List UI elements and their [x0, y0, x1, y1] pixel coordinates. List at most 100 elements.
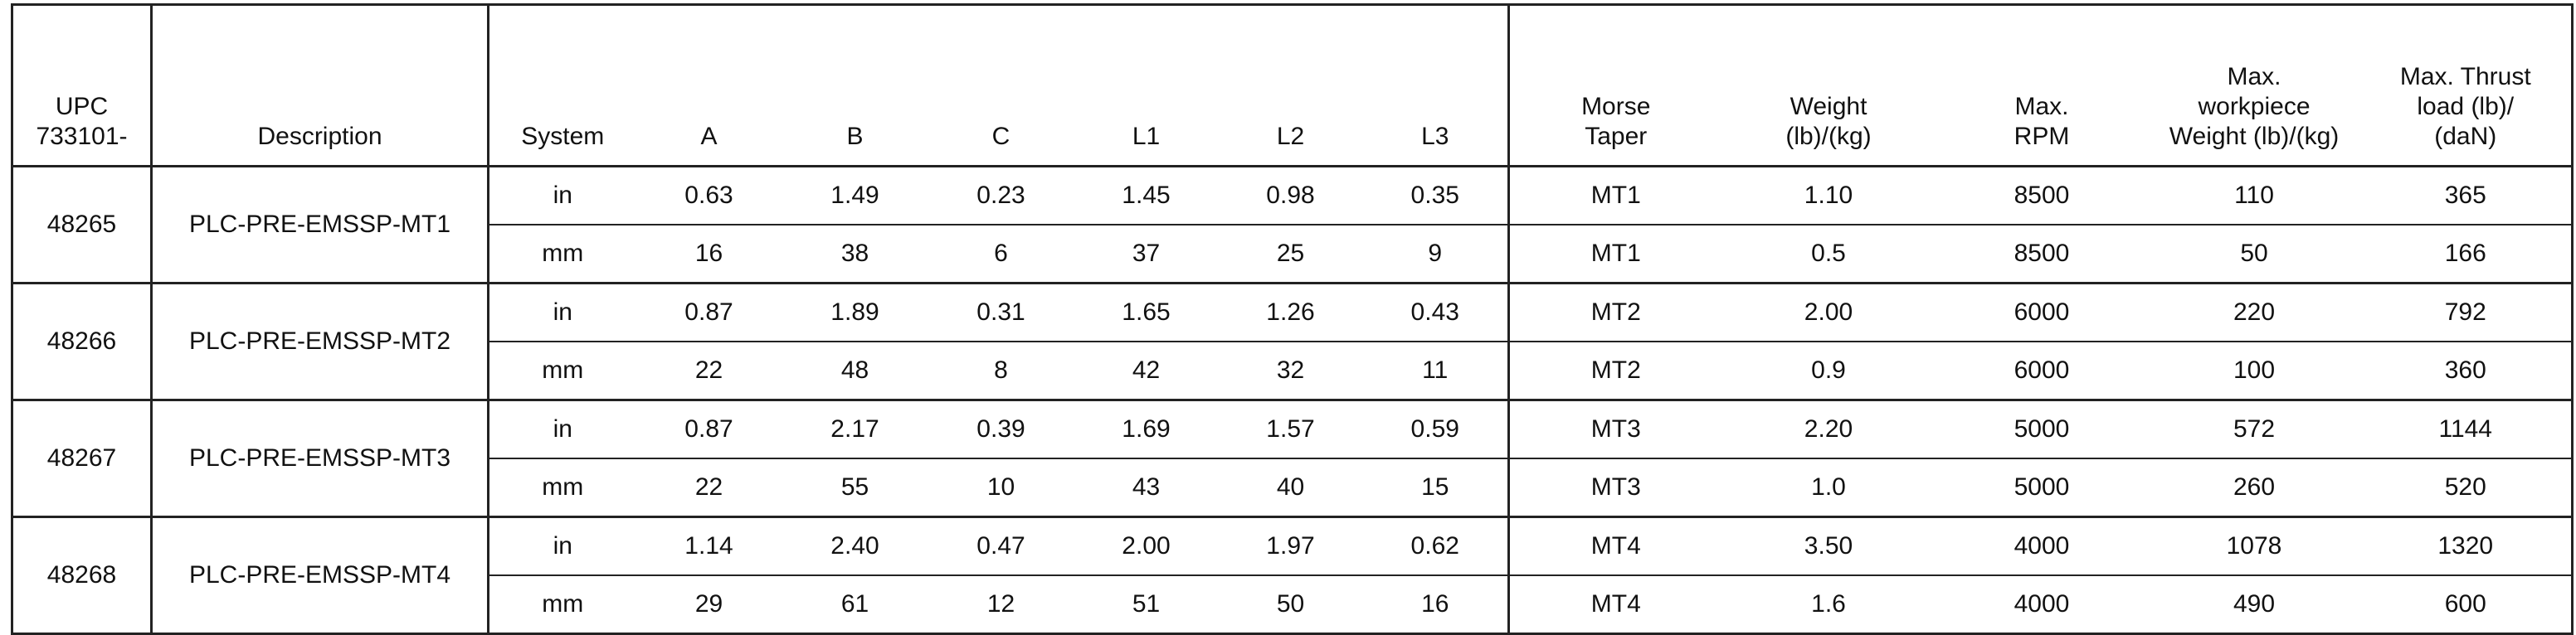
- value-cell: 0.62: [1362, 516, 1510, 575]
- value-cell: 32: [1218, 341, 1363, 400]
- value-cell: 42: [1074, 341, 1219, 400]
- value-cell: 22: [635, 458, 782, 517]
- value-cell: MT1: [1508, 224, 1722, 284]
- value-cell: MT2: [1508, 341, 1722, 400]
- description-cell: PLC-PRE-EMSSP-MT2: [151, 282, 489, 400]
- value-cell: 5000: [1935, 458, 2149, 517]
- value-cell: mm: [488, 224, 636, 284]
- value-cell: 2.00: [1721, 282, 1936, 342]
- column-header: Max. Thrust load (lb)/ (daN): [2359, 4, 2573, 167]
- value-cell: 55: [782, 458, 928, 517]
- value-cell: 110: [2148, 165, 2360, 225]
- value-cell: 2.00: [1074, 516, 1219, 575]
- value-cell: 5000: [1935, 399, 2149, 458]
- description-cell: PLC-PRE-EMSSP-MT3: [151, 399, 489, 517]
- value-cell: 51: [1074, 574, 1219, 634]
- value-cell: 16: [1362, 574, 1510, 634]
- value-cell: 3.50: [1721, 516, 1936, 575]
- value-cell: 50: [1218, 574, 1363, 634]
- value-cell: 1.6: [1721, 574, 1936, 634]
- value-cell: 1320: [2359, 516, 2573, 575]
- value-cell: MT4: [1508, 574, 1722, 634]
- table-row: 48265 PLC-PRE-EMSSP-MT1 in 0.63 1.49 0.23 1.45…: [12, 165, 2573, 284]
- value-cell: in: [488, 165, 636, 225]
- value-cell: 0.47: [928, 516, 1074, 575]
- value-cell: 0.63: [635, 165, 782, 225]
- column-header: System: [488, 4, 636, 167]
- value-cell: 0.35: [1362, 165, 1510, 225]
- value-cell: MT3: [1508, 399, 1722, 458]
- value-cell: 1.45: [1074, 165, 1219, 225]
- table-body: 48265 PLC-PRE-EMSSP-MT1 in 0.63 1.49 0.23 1.45…: [12, 165, 2573, 634]
- value-cell: 1.10: [1721, 165, 1936, 225]
- value-cell: 16: [635, 224, 782, 284]
- column-header: Description: [151, 4, 489, 167]
- table-row: mm 16 38 6 37 25 9 MT1 0.5 8500 50 166: [12, 224, 2573, 284]
- column-header: Weight (lb)/(kg): [1721, 4, 1936, 167]
- value-cell: 6000: [1935, 341, 2149, 400]
- description-cell: PLC-PRE-EMSSP-MT1: [151, 165, 489, 284]
- value-cell: 260: [2148, 458, 2360, 517]
- value-cell: 11: [1362, 341, 1510, 400]
- value-cell: 100: [2148, 341, 2360, 400]
- column-header: L1: [1074, 4, 1219, 167]
- value-cell: 1.26: [1218, 282, 1363, 342]
- value-cell: 600: [2359, 574, 2573, 634]
- value-cell: MT4: [1508, 516, 1722, 575]
- column-header: Max. RPM: [1935, 4, 2149, 167]
- value-cell: 520: [2359, 458, 2573, 517]
- value-cell: 4000: [1935, 516, 2149, 575]
- upc-cell: 48267: [12, 399, 153, 517]
- upc-cell: 48265: [12, 165, 153, 284]
- value-cell: 0.31: [928, 282, 1074, 342]
- value-cell: 0.87: [635, 399, 782, 458]
- value-cell: 15: [1362, 458, 1510, 517]
- value-cell: 2.20: [1721, 399, 1936, 458]
- value-cell: 0.5: [1721, 224, 1936, 284]
- value-cell: 6000: [1935, 282, 2149, 342]
- value-cell: 8: [928, 341, 1074, 400]
- spec-table: UPC 733101- Description System A B C L1 L2 L3 Mor…: [11, 3, 2574, 635]
- value-cell: 0.39: [928, 399, 1074, 458]
- column-header: Morse Taper: [1508, 4, 1722, 167]
- description-cell: PLC-PRE-EMSSP-MT4: [151, 516, 489, 634]
- value-cell: 12: [928, 574, 1074, 634]
- value-cell: 0.98: [1218, 165, 1363, 225]
- table-row: 48267 PLC-PRE-EMSSP-MT3 in 0.87 2.17 0.39 1.69…: [12, 399, 2573, 517]
- value-cell: 1.97: [1218, 516, 1363, 575]
- value-cell: 40: [1218, 458, 1363, 517]
- value-cell: mm: [488, 458, 636, 517]
- value-cell: 1.0: [1721, 458, 1936, 517]
- column-header: L2: [1218, 4, 1363, 167]
- value-cell: 0.43: [1362, 282, 1510, 342]
- value-cell: 490: [2148, 574, 2360, 634]
- value-cell: MT3: [1508, 458, 1722, 517]
- value-cell: 61: [782, 574, 928, 634]
- value-cell: 37: [1074, 224, 1219, 284]
- value-cell: 572: [2148, 399, 2360, 458]
- value-cell: MT1: [1508, 165, 1722, 225]
- value-cell: 8500: [1935, 224, 2149, 284]
- value-cell: 365: [2359, 165, 2573, 225]
- value-cell: 1144: [2359, 399, 2573, 458]
- value-cell: 2.40: [782, 516, 928, 575]
- value-cell: 10: [928, 458, 1074, 517]
- value-cell: 166: [2359, 224, 2573, 284]
- value-cell: 220: [2148, 282, 2360, 342]
- column-header: Max. workpiece Weight (lb)/(kg): [2148, 4, 2360, 167]
- value-cell: 48: [782, 341, 928, 400]
- table-row: mm 22 55 10 43 40 15 MT3 1.0 5000 260 520: [12, 458, 2573, 517]
- value-cell: 0.87: [635, 282, 782, 342]
- column-header: C: [928, 4, 1074, 167]
- column-header: L3: [1362, 4, 1510, 167]
- table-header: UPC 733101- Description System A B C L1 L2 L3 Mor…: [12, 4, 2573, 167]
- value-cell: 8500: [1935, 165, 2149, 225]
- value-cell: in: [488, 282, 636, 342]
- upc-cell: 48268: [12, 516, 153, 634]
- value-cell: in: [488, 399, 636, 458]
- column-header: A: [635, 4, 782, 167]
- value-cell: mm: [488, 574, 636, 634]
- value-cell: 0.59: [1362, 399, 1510, 458]
- value-cell: 360: [2359, 341, 2573, 400]
